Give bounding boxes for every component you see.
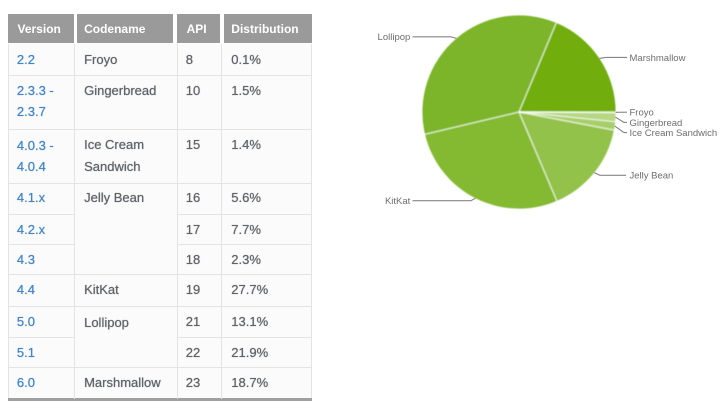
svg-text:KitKat: KitKat xyxy=(385,196,411,207)
svg-text:Lollipop: Lollipop xyxy=(378,32,411,43)
svg-text:Gingerbread: Gingerbread xyxy=(630,118,683,129)
svg-text:Ice Cream Sandwich: Ice Cream Sandwich xyxy=(630,128,718,139)
svg-text:Froyo: Froyo xyxy=(630,108,654,119)
svg-text:Jelly Bean: Jelly Bean xyxy=(630,171,674,182)
svg-text:Marshmallow: Marshmallow xyxy=(630,53,686,64)
